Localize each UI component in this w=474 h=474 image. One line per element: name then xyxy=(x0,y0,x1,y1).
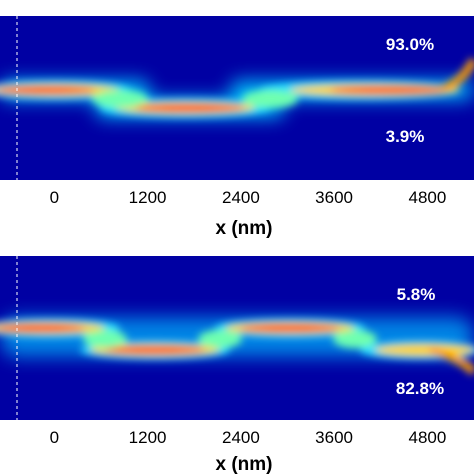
x-axis-2: 0 1200 2400 3600 4800 xyxy=(50,428,447,447)
mode-beams xyxy=(0,317,474,375)
x-tick-label: 0 xyxy=(50,188,59,207)
x-tick-label: 0 xyxy=(50,428,59,447)
x-tick-label: 1200 xyxy=(129,428,167,447)
panel-1: 93.0% 3.9% 0 1200 2400 3600 4800 x (nm) xyxy=(0,16,474,239)
x-axis-label: x (nm) xyxy=(216,454,273,474)
x-tick-label: 2400 xyxy=(222,428,260,447)
heatmap-2: 5.8% 82.8% xyxy=(0,256,474,420)
annotation-upper: 5.8% xyxy=(397,285,436,304)
x-tick-label: 3600 xyxy=(315,188,353,207)
heatmap-1: 93.0% 3.9% xyxy=(0,16,474,180)
x-axis-1: 0 1200 2400 3600 4800 xyxy=(50,188,447,207)
x-axis-label: x (nm) xyxy=(216,218,273,239)
mode-beams xyxy=(0,57,474,118)
x-tick-label: 4800 xyxy=(408,188,446,207)
x-tick-label: 4800 xyxy=(408,428,446,447)
x-tick-label: 2400 xyxy=(222,188,260,207)
x-tick-label: 3600 xyxy=(315,428,353,447)
annotation-upper: 93.0% xyxy=(386,35,434,54)
annotation-lower: 3.9% xyxy=(386,127,425,146)
annotation-lower: 82.8% xyxy=(396,379,444,398)
x-tick-label: 1200 xyxy=(129,188,167,207)
panel-2: 5.8% 82.8% 0 1200 2400 3600 4800 x (nm) xyxy=(0,256,474,474)
